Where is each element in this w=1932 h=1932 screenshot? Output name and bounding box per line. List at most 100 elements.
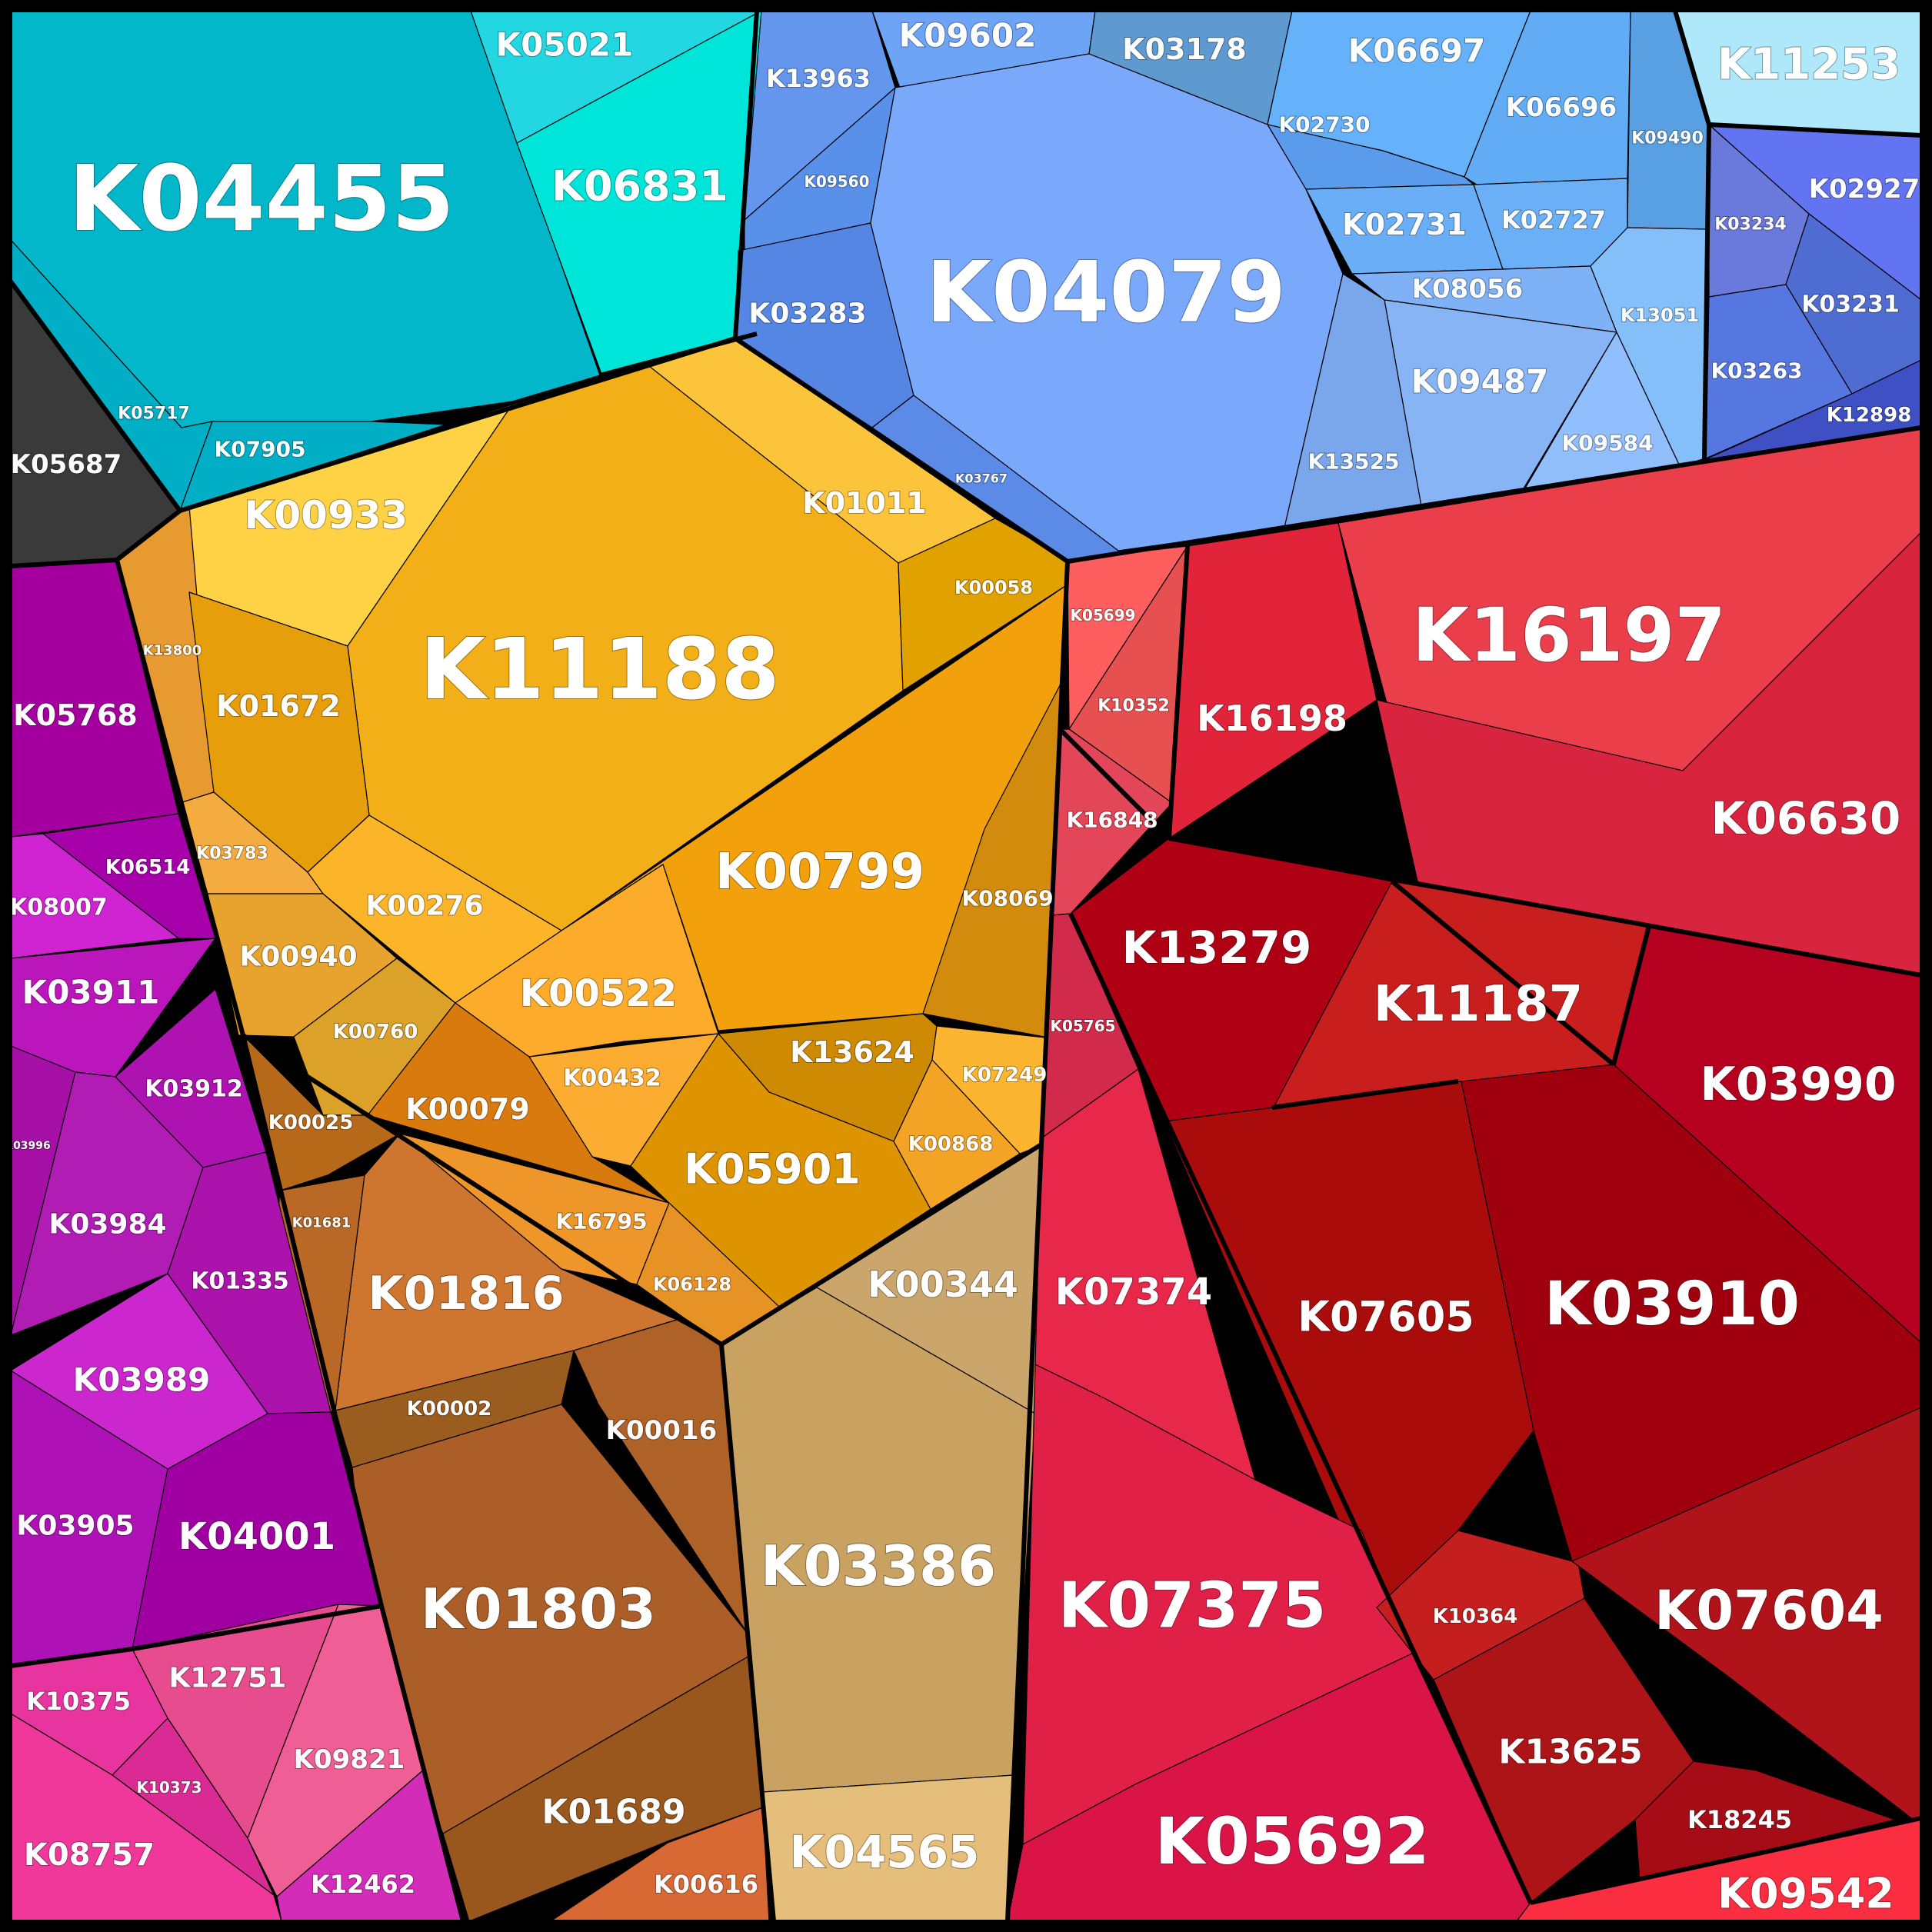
group-border — [1005, 561, 1070, 1922]
group-border — [1168, 836, 1922, 978]
cell-label-k00940: K00940 — [239, 941, 357, 973]
cell-label-k07249: K07249 — [962, 1064, 1048, 1087]
group-border — [734, 336, 1069, 564]
cell-label-k00016: K00016 — [606, 1415, 718, 1446]
cell-label-k18245: K18245 — [1687, 1805, 1792, 1834]
cell-label-k02730: K02730 — [1278, 112, 1370, 138]
cell-label-k05699: K05699 — [1070, 606, 1135, 625]
cell-label-k09560: K09560 — [804, 172, 869, 191]
group-border — [10, 558, 118, 568]
cell-label-k03911: K03911 — [22, 974, 160, 1011]
group-border — [8, 280, 182, 512]
cell-label-k08069: K08069 — [961, 886, 1053, 911]
cell-label-k00522: K00522 — [520, 972, 677, 1015]
cell-label-k01803: K01803 — [421, 1577, 656, 1641]
cell-label-k03990: K03990 — [1700, 1058, 1896, 1111]
cell-label-k04455: K04455 — [68, 145, 455, 251]
group-border — [1391, 879, 1615, 1067]
group-border — [719, 1344, 776, 1922]
cell-label-k00276: K00276 — [365, 891, 483, 922]
cell-k03984[interactable] — [10, 1071, 204, 1336]
cell-label-k05768: K05768 — [13, 698, 138, 732]
cell-k00079[interactable] — [367, 1002, 670, 1204]
group-border — [1611, 925, 1651, 1065]
cell-label-k07905: K07905 — [214, 437, 305, 462]
cell-k18245[interactable] — [1634, 1760, 1896, 1882]
group-border — [1068, 912, 1533, 1904]
cell-label-k00760: K00760 — [333, 1021, 418, 1044]
cell-label-k13963: K13963 — [766, 64, 871, 93]
cell-label-k06514: K06514 — [105, 856, 191, 879]
cell-label-k07375: K07375 — [1058, 1570, 1327, 1643]
group-border — [599, 331, 758, 378]
cell-label-k03912: K03912 — [145, 1076, 243, 1103]
cell-label-k08007: K08007 — [9, 894, 108, 921]
cell-label-k02731: K02731 — [1342, 208, 1467, 242]
cell-label-k00432: K00432 — [563, 1065, 661, 1092]
cell-label-k13800: K13800 — [143, 643, 202, 659]
cell-label-k00025: K00025 — [268, 1111, 354, 1134]
cell-label-k03263: K03263 — [1710, 358, 1802, 384]
cell-label-k09602: K09602 — [899, 17, 1037, 55]
group-border — [1271, 1079, 1459, 1110]
cell-label-k13525: K13525 — [1307, 449, 1399, 475]
cell-label-k16848: K16848 — [1066, 808, 1158, 833]
cell-label-k01689: K01689 — [541, 1793, 685, 1832]
cell-label-k00868: K00868 — [908, 1133, 994, 1156]
cell-label-k09490: K09490 — [1631, 129, 1704, 148]
cell-label-k03905: K03905 — [16, 1511, 134, 1542]
cell-label-k12462: K12462 — [311, 1870, 415, 1899]
cell-k01689[interactable] — [442, 1654, 764, 1922]
cell-label-k04565: K04565 — [790, 1826, 980, 1878]
cell-label-k08757: K08757 — [24, 1837, 155, 1873]
cell-label-k16795: K16795 — [555, 1209, 647, 1234]
cell-label-k05021: K05021 — [496, 26, 634, 64]
cell-label-k10364: K10364 — [1433, 1605, 1518, 1628]
cell-label-k11253: K11253 — [1717, 40, 1900, 90]
group-border — [179, 336, 736, 513]
cell-k00868[interactable] — [893, 1059, 1021, 1210]
cell-label-k03283: K03283 — [748, 298, 866, 330]
cell-label-k00344: K00344 — [868, 1264, 1018, 1305]
cell-label-k13624: K13624 — [790, 1035, 914, 1069]
cell-label-k06696: K06696 — [1506, 92, 1617, 123]
cell-label-k03984: K03984 — [48, 1209, 166, 1241]
cell-label-k00058: K00058 — [954, 577, 1033, 598]
cell-label-k00799: K00799 — [715, 844, 924, 901]
cell-label-k03386: K03386 — [761, 1534, 996, 1598]
cell-label-k06128: K06128 — [653, 1274, 731, 1295]
cell-label-k07604: K07604 — [1654, 1579, 1884, 1642]
cell-label-k05901: K05901 — [684, 1145, 861, 1194]
group-border — [1530, 1816, 1922, 1905]
cell-label-k10373: K10373 — [136, 1778, 202, 1797]
cell-label-k13279: K13279 — [1122, 921, 1312, 974]
cell-label-k16197: K16197 — [1412, 592, 1726, 678]
cell-label-k07605: K07605 — [1297, 1293, 1474, 1341]
group-border — [733, 10, 759, 339]
cell-label-k06697: K06697 — [1348, 32, 1486, 70]
cell-label-k05687: K05687 — [11, 449, 122, 480]
cell-label-k07374: K07374 — [1055, 1271, 1212, 1314]
cell-label-k06831: K06831 — [551, 162, 728, 211]
cell-label-k02727: K02727 — [1501, 205, 1606, 235]
cell-label-k01335: K01335 — [191, 1268, 289, 1295]
cell-label-k12898: K12898 — [1827, 404, 1912, 427]
cell-label-k16198: K16198 — [1197, 698, 1347, 739]
cell-k10364[interactable] — [1376, 1530, 1585, 1681]
cell-label-k00079: K00079 — [405, 1092, 530, 1126]
cell-label-k05765: K05765 — [1050, 1017, 1115, 1035]
cell-label-k00616: K00616 — [654, 1870, 758, 1899]
cell-label-k03767: K03767 — [955, 471, 1008, 486]
cell-label-k01816: K01816 — [368, 1267, 564, 1321]
cell-label-k06630: K06630 — [1711, 792, 1901, 844]
cell-label-k00002: K00002 — [407, 1397, 492, 1421]
cell-k16198[interactable] — [1168, 522, 1377, 839]
group-border — [10, 1604, 382, 1668]
cell-label-k09487: K09487 — [1411, 363, 1549, 401]
cell-label-k13051: K13051 — [1621, 305, 1699, 326]
cell-label-k02927: K02927 — [1809, 174, 1920, 205]
cell-label-k11187: K11187 — [1374, 976, 1583, 1033]
cell-label-k09542: K09542 — [1717, 1870, 1894, 1918]
cell-label-k10352: K10352 — [1098, 697, 1170, 716]
